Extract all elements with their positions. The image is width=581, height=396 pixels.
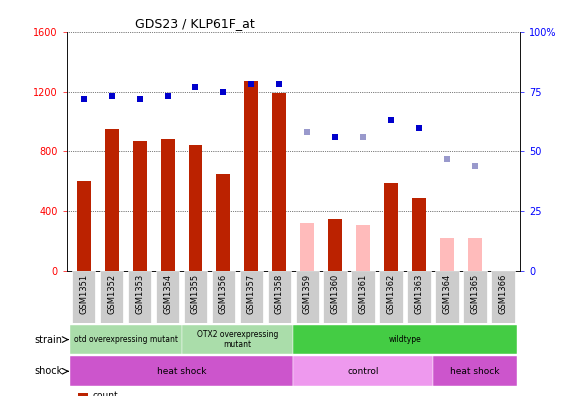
Bar [217,174,231,271]
Text: control: control [347,367,379,376]
Bar [70,325,181,354]
Text: GSM1356: GSM1356 [219,274,228,314]
Bar [293,356,433,386]
Bar [296,271,320,323]
Bar [468,238,482,271]
Text: GSM1355: GSM1355 [191,274,200,314]
Text: GSM1362: GSM1362 [387,274,396,314]
Point [79,95,88,102]
Bar [440,238,454,271]
Bar [132,141,146,271]
Text: GSM1365: GSM1365 [471,274,480,314]
Bar [105,129,119,271]
Bar [352,271,375,323]
Text: GSM1366: GSM1366 [498,274,508,314]
Text: otd overexpressing mutant: otd overexpressing mutant [74,335,178,344]
Point [415,124,424,131]
Bar [184,271,207,323]
Bar [413,198,426,271]
Point [247,81,256,88]
Point [275,81,284,88]
Point [163,93,172,99]
Bar [160,139,174,271]
Point [219,88,228,95]
Text: GSM1351: GSM1351 [79,274,88,314]
Text: heat shock: heat shock [450,367,500,376]
Bar [384,183,399,271]
Point [191,84,200,90]
Bar [492,271,515,323]
Text: GSM1359: GSM1359 [303,274,312,314]
Bar [71,271,95,323]
Point [107,93,116,99]
Text: GSM1358: GSM1358 [275,274,284,314]
Text: GSM1352: GSM1352 [107,274,116,314]
Bar [128,271,152,323]
Bar [356,225,370,271]
Bar [245,81,259,271]
Bar [156,271,180,323]
Point [135,95,144,102]
Bar [379,271,403,323]
Bar [211,271,235,323]
Point [303,129,312,135]
Text: OTX2 overexpressing
mutant: OTX2 overexpressing mutant [197,330,278,349]
Text: GSM1361: GSM1361 [359,274,368,314]
Bar [70,356,293,386]
Text: GSM1357: GSM1357 [247,274,256,314]
Bar [464,271,487,323]
Text: GSM1354: GSM1354 [163,274,172,314]
Text: GSM1364: GSM1364 [443,274,452,314]
Bar [267,271,291,323]
Text: strain: strain [34,335,62,345]
Point [443,156,452,162]
Text: shock: shock [34,366,62,376]
Text: heat shock: heat shock [157,367,206,376]
Text: wildtype: wildtype [389,335,422,344]
Text: GSM1353: GSM1353 [135,274,144,314]
Bar [293,325,517,354]
Point [358,134,368,140]
Bar [100,271,123,323]
Bar [181,325,293,354]
Text: GSM1360: GSM1360 [331,274,340,314]
Bar [300,223,314,271]
Point [331,134,340,140]
Bar [239,271,263,323]
Text: GDS23 / KLP61F_at: GDS23 / KLP61F_at [135,17,254,30]
Text: GSM1363: GSM1363 [415,274,424,314]
Bar [324,271,347,323]
Bar [407,271,431,323]
Text: count: count [93,392,119,396]
Bar [77,181,91,271]
Point [471,163,480,169]
Bar [435,271,459,323]
Bar [433,356,517,386]
Point [387,117,396,124]
Bar [188,145,203,271]
Bar [272,93,286,271]
Bar [328,219,342,271]
